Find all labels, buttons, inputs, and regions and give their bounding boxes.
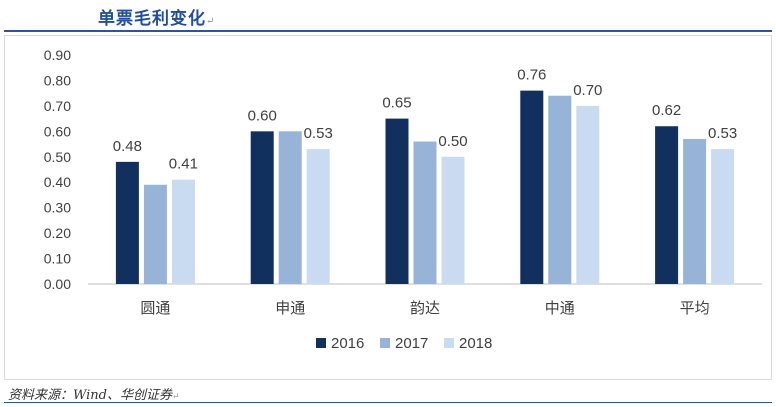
title-divider (4, 30, 772, 32)
legend-swatch (380, 338, 390, 348)
bar-2016 (520, 90, 544, 284)
bar-2016 (250, 131, 274, 284)
y-axis: 0.00 0.10 0.20 0.30 0.40 0.50 0.60 0.70 0.80 0.90 (44, 47, 71, 292)
legend-swatch (316, 338, 326, 348)
source-note: 资料来源：Wind、华创证券↵ (8, 384, 180, 403)
bottom-divider (4, 402, 772, 403)
data-labels: 0.48 0.41 0.60 0.53 0.65 0.50 0.76 0.70 0.62 0.53 (113, 67, 737, 173)
legend-label: 2018 (459, 335, 492, 352)
data-label: 0.76 (517, 67, 546, 84)
data-label: 0.48 (113, 138, 142, 155)
bar-2016 (655, 126, 679, 284)
y-tick-label: 0.40 (44, 174, 71, 190)
y-tick-label: 0.90 (44, 47, 71, 63)
data-label: 0.60 (248, 107, 277, 124)
x-axis: 圆通 申通 韵达 中通 平均 (88, 283, 762, 317)
bar-series (115, 90, 735, 284)
bar-2017 (548, 95, 572, 284)
y-tick-label: 0.60 (44, 123, 71, 139)
chart-title-text: 单票毛利变化 (98, 9, 206, 29)
x-tick-label: 韵达 (410, 299, 440, 317)
data-label: 0.65 (382, 95, 411, 112)
data-label: 0.62 (652, 102, 681, 119)
data-label: 0.70 (573, 82, 602, 99)
chart-title: 单票毛利变化↵ (98, 4, 215, 29)
legend-label: 2016 (331, 335, 364, 352)
bar-2018 (306, 149, 330, 284)
return-mark-icon: ↵ (172, 392, 180, 402)
x-tick-label: 平均 (680, 299, 710, 317)
chart-legend: 2016 2017 2018 (316, 335, 492, 352)
y-tick-label: 0.10 (44, 251, 71, 267)
bar-2017 (413, 141, 437, 284)
y-tick-label: 0.00 (44, 276, 71, 292)
y-tick-label: 0.50 (44, 149, 71, 165)
bar-2018 (171, 179, 195, 284)
legend-swatch (444, 338, 454, 348)
return-mark-icon: ↵ (206, 16, 216, 27)
bar-2018 (576, 105, 600, 284)
y-tick-label: 0.20 (44, 225, 71, 241)
bar-chart: 0.00 0.10 0.20 0.30 0.40 0.50 0.60 0.70 0.80 0.90… (44, 47, 762, 352)
source-text: 资料来源：Wind、华创证券 (8, 388, 172, 403)
bar-2016 (385, 118, 409, 284)
data-label: 0.50 (438, 133, 467, 150)
x-tick-label: 中通 (545, 299, 575, 317)
x-tick-label: 申通 (275, 299, 305, 317)
data-label: 0.53 (304, 125, 333, 142)
data-label: 0.41 (169, 156, 198, 173)
bar-2017 (143, 184, 167, 284)
bar-2017 (278, 131, 302, 284)
y-tick-label: 0.30 (44, 200, 71, 216)
bar-2016 (115, 161, 139, 284)
bar-2018 (711, 149, 735, 284)
data-label: 0.53 (708, 125, 737, 142)
legend-label: 2017 (395, 335, 428, 352)
bar-2017 (683, 138, 707, 284)
y-tick-label: 0.70 (44, 98, 71, 114)
bar-2018 (441, 156, 465, 284)
y-tick-label: 0.80 (44, 72, 71, 88)
x-tick-label: 圆通 (140, 299, 170, 317)
